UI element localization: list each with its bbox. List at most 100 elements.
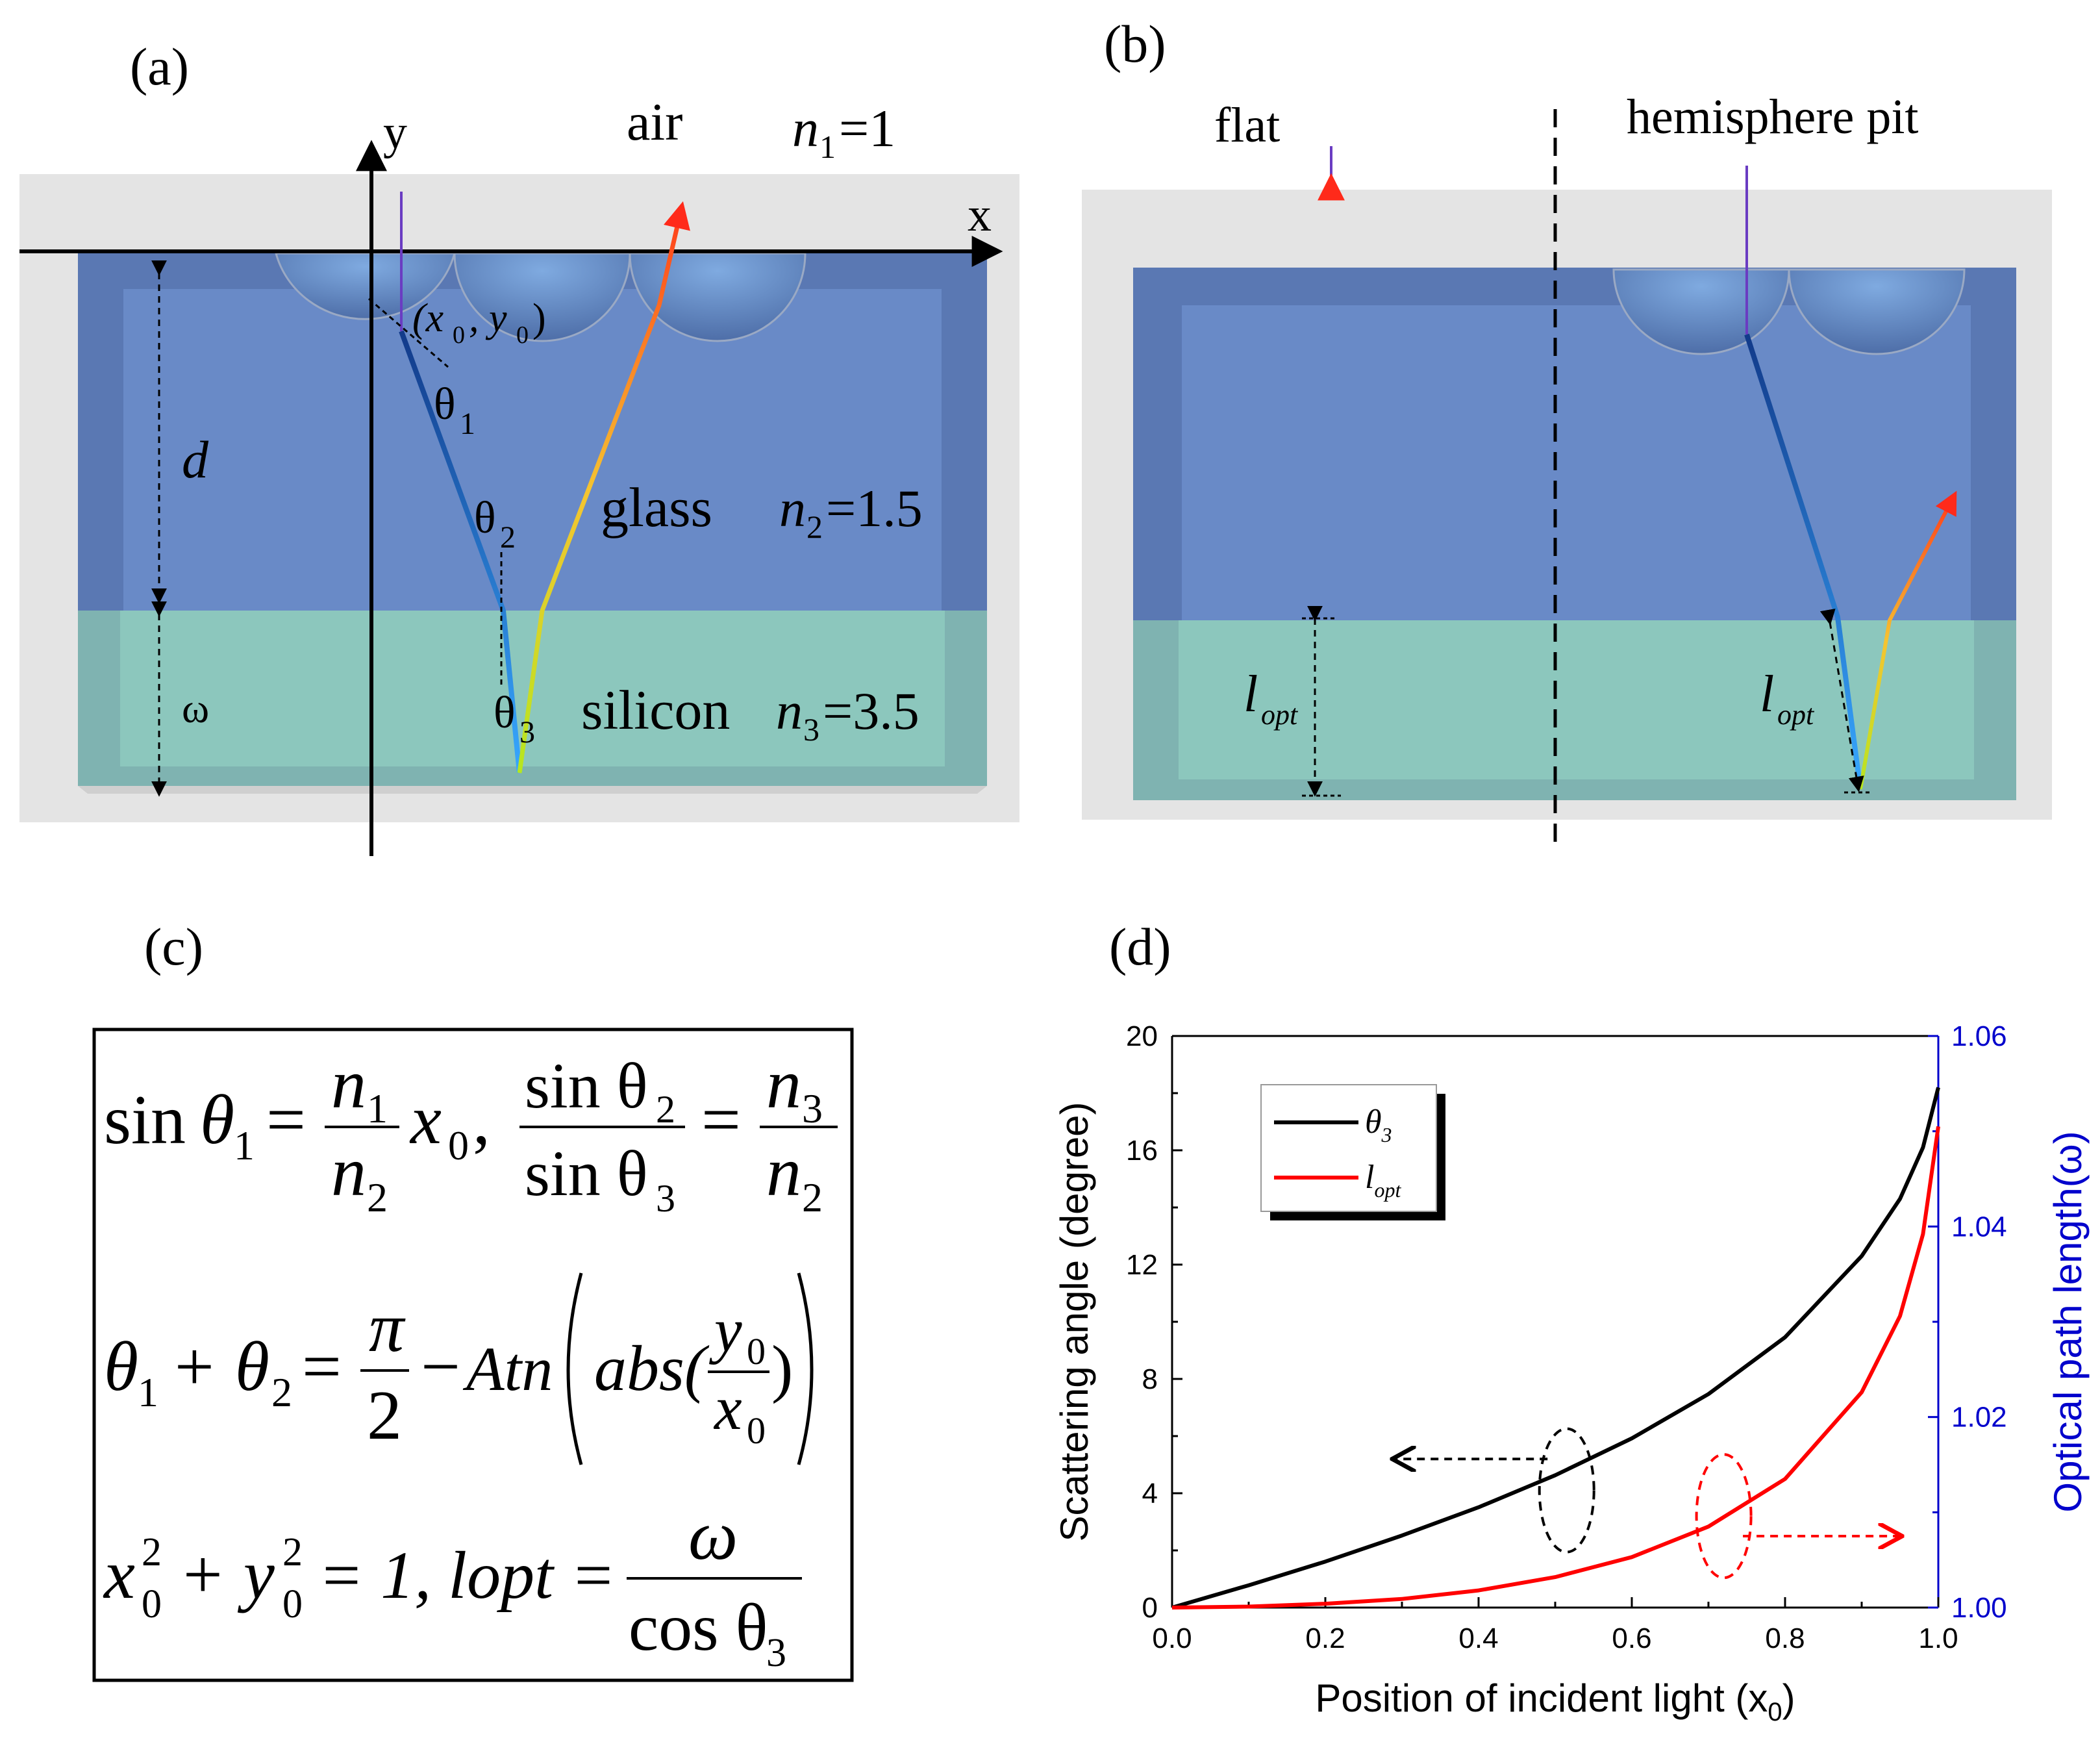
- svg-text:2: 2: [802, 1174, 823, 1220]
- pit-2: [453, 252, 631, 342]
- n1-label: n 1 =1: [792, 99, 895, 165]
- d-label: d: [182, 430, 209, 489]
- pit-1: [275, 252, 456, 320]
- svg-text:3: 3: [803, 711, 819, 748]
- svg-text:0: 0: [453, 322, 465, 349]
- svg-text:0: 0: [142, 1582, 162, 1626]
- black-ellipse-annotation: [1538, 1427, 1595, 1554]
- svg-text:=: =: [701, 1081, 741, 1159]
- svg-text:= 1, lopt =: = 1, lopt =: [318, 1538, 616, 1613]
- svg-text:1: 1: [367, 1085, 388, 1131]
- x-tick-label: 0.0: [1152, 1622, 1192, 1654]
- pit-b1: [1612, 268, 1790, 355]
- n3-label: n 3 =3.5: [776, 681, 919, 748]
- legend-label: θ3: [1365, 1104, 1392, 1146]
- svg-text:+ y: + y: [179, 1536, 275, 1613]
- svg-text:0: 0: [747, 1330, 766, 1372]
- svg-text:sin θ: sin θ: [525, 1050, 648, 1122]
- svg-text:2: 2: [500, 520, 516, 555]
- svg-text:, y: , y: [469, 296, 507, 340]
- svg-text:n: n: [331, 1046, 366, 1123]
- svg-text:cos θ: cos θ: [629, 1590, 768, 1665]
- y-axis-label: y: [383, 106, 407, 159]
- svg-text:n: n: [792, 99, 819, 158]
- svg-text:θ: θ: [200, 1081, 234, 1159]
- svg-text:2: 2: [271, 1369, 292, 1415]
- y-right-tick-label: 1.04: [1951, 1211, 2007, 1243]
- hemisphere-label: hemisphere pit: [1627, 90, 1919, 144]
- svg-text:Atn: Atn: [462, 1334, 553, 1404]
- y-tick-label: 0: [1142, 1592, 1158, 1624]
- point-label: (x 0 , y 0 ): [412, 296, 546, 349]
- svg-text:θ: θ: [474, 493, 496, 543]
- panel-b-label: (b): [1104, 14, 1166, 73]
- svg-text:opt: opt: [1261, 699, 1299, 731]
- svg-text:3: 3: [519, 715, 535, 750]
- svg-text:,: ,: [473, 1081, 490, 1159]
- y-tick-label: 12: [1126, 1249, 1158, 1281]
- glass-label: glass: [601, 476, 712, 538]
- theta2-label: θ 2: [474, 493, 516, 555]
- svg-text:2: 2: [367, 1377, 402, 1454]
- air-label: air: [627, 92, 682, 151]
- svg-text:3: 3: [656, 1177, 675, 1220]
- svg-text:3: 3: [766, 1631, 786, 1675]
- svg-text:θ: θ: [494, 688, 516, 738]
- svg-text:2: 2: [656, 1088, 675, 1131]
- svg-text:x: x: [409, 1081, 442, 1159]
- svg-text:x: x: [103, 1536, 135, 1613]
- svg-text:sin θ: sin θ: [525, 1137, 648, 1209]
- y-axis-title: Scattering angle (degree): [1053, 1102, 1096, 1541]
- y-tick-label: 8: [1142, 1363, 1158, 1395]
- y-tick-label: 20: [1126, 1020, 1158, 1052]
- refracted-ray: [399, 330, 522, 774]
- svg-text:=1: =1: [839, 99, 895, 158]
- x-tick-label: 0.8: [1765, 1622, 1805, 1654]
- equation-3: x 0 2 + y 0 2 = 1, lopt = ω cos θ 3: [103, 1497, 802, 1675]
- svg-text:+ θ: + θ: [170, 1328, 269, 1406]
- pit-3: [629, 252, 806, 342]
- svg-text:0: 0: [282, 1582, 303, 1626]
- panel-c-label: (c): [144, 917, 203, 976]
- theta3-label: θ 3: [494, 688, 535, 750]
- lopt-flat-label: l opt: [1244, 666, 1299, 731]
- svg-text:π: π: [369, 1289, 406, 1367]
- pit-b2: [1788, 268, 1966, 355]
- pit-reflected-ray: [1858, 490, 1957, 790]
- svg-text:opt: opt: [1777, 699, 1815, 731]
- svg-text:l: l: [1244, 666, 1258, 723]
- y-right-axis-title: Optical path length(ω): [2046, 1131, 2090, 1512]
- x-tick-label: 0.2: [1305, 1622, 1345, 1654]
- svg-text:=: =: [302, 1328, 342, 1406]
- panel-d-label: (d): [1109, 917, 1171, 976]
- y-tick-label: 16: [1126, 1135, 1158, 1167]
- panel-a: (a) y x air n 1 =1 (x 0 , y: [19, 37, 1019, 856]
- panel-a-label: (a): [130, 37, 189, 96]
- svg-text:y: y: [708, 1295, 742, 1365]
- svg-text:1: 1: [819, 129, 836, 165]
- svg-text:θ: θ: [104, 1328, 138, 1406]
- red-ellipse-annotation: [1695, 1453, 1753, 1580]
- svg-text:=3.5: =3.5: [823, 681, 919, 740]
- svg-text:=: =: [266, 1081, 306, 1159]
- series-line-theta3: [1171, 1087, 1940, 1610]
- equation-2: θ 1 + θ 2 = π 2 − Atn abs( y 0 x 0 ): [104, 1272, 814, 1465]
- n2-label: n 2 =1.5: [779, 479, 923, 545]
- svg-text:l: l: [1760, 666, 1774, 723]
- svg-text:0: 0: [448, 1122, 469, 1168]
- y-right-tick-label: 1.00: [1951, 1592, 2007, 1624]
- svg-text:abs(: abs(: [594, 1332, 710, 1404]
- svg-text:1: 1: [460, 407, 475, 441]
- svg-text:n: n: [779, 479, 806, 538]
- svg-text:1: 1: [234, 1122, 255, 1168]
- svg-text:): ): [771, 1332, 793, 1404]
- svg-text:−: −: [421, 1328, 460, 1406]
- svg-text:x: x: [713, 1373, 742, 1443]
- x-tick-label: 0.6: [1612, 1622, 1651, 1654]
- series-line-lopt: [1171, 1126, 1940, 1610]
- svg-text:n: n: [766, 1133, 801, 1211]
- x-tick-label: 0.4: [1458, 1622, 1498, 1654]
- svg-text:2: 2: [367, 1174, 388, 1220]
- theta1-label: θ 1: [434, 379, 475, 441]
